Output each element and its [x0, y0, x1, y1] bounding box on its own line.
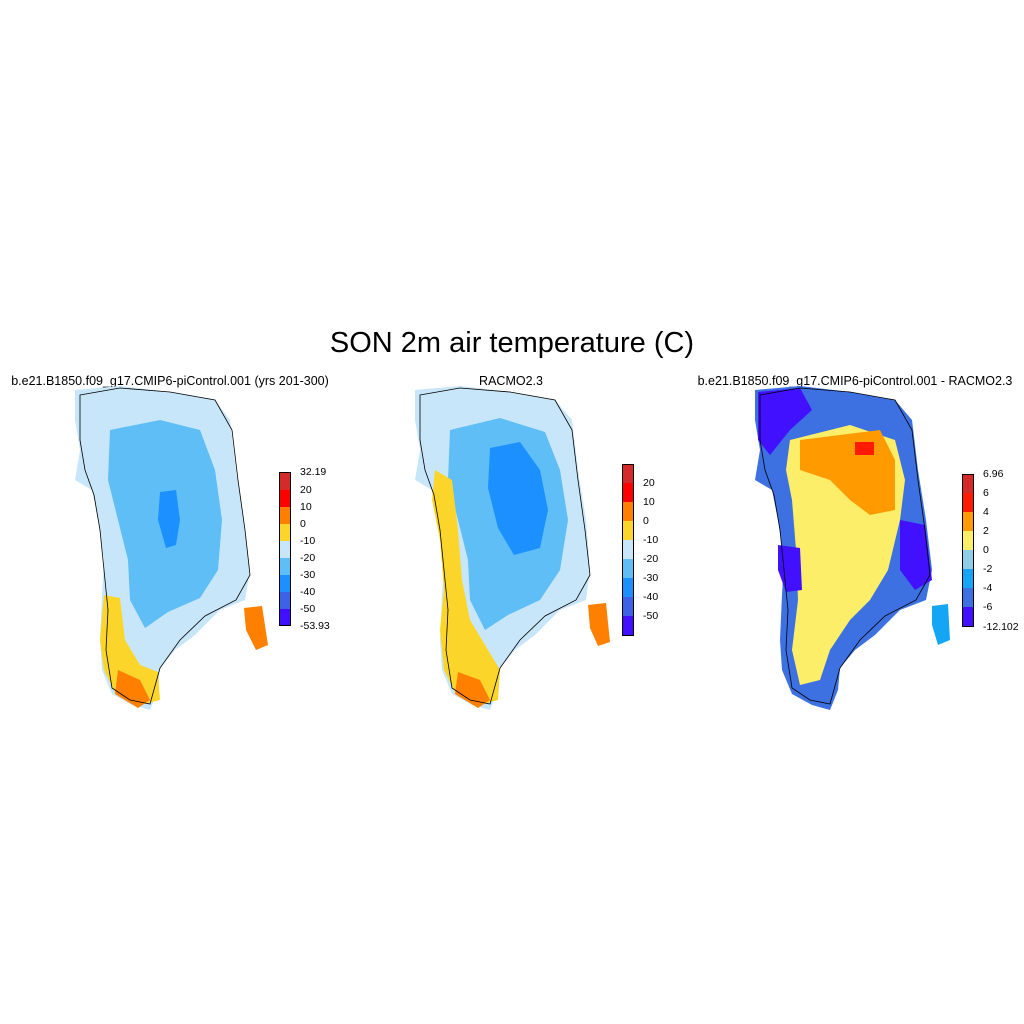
- east-island-panel-3: [932, 604, 950, 645]
- colorbar-3-bin-1: [962, 474, 973, 493]
- colorbar-3-label-5: 0: [983, 544, 989, 556]
- colorbar-1-bin-5: [279, 541, 290, 558]
- west-strong-negative-panel-3: [778, 545, 802, 592]
- colorbar-1-bin-2: [279, 490, 290, 507]
- colorbar-3-bin-4: [962, 531, 973, 550]
- colorbar-3-bin-7: [962, 588, 973, 607]
- colorbar-2-bin-5: [622, 540, 633, 559]
- colorbar-3-bin-2: [962, 493, 973, 512]
- colorbar-2-label-3: 0: [643, 515, 649, 527]
- colorbar-2-bin-2: [622, 483, 633, 502]
- summit-cold-core-panel-2: [488, 442, 548, 555]
- colorbar-3-label-7: -4: [983, 582, 993, 594]
- panel-3-title: b.e21.B1850.f09_g17.CMIP6-piControl.001 …: [697, 374, 1013, 388]
- summit-cold-core-panel-1: [158, 490, 180, 548]
- colorbar-3-label-8: -6: [983, 601, 993, 613]
- panel-2-map: [415, 386, 610, 710]
- colorbar-2-label-8: -50: [643, 610, 659, 622]
- colorbar-2-bin-8: [622, 597, 633, 616]
- south-tip-warm-panel-2: [455, 672, 490, 708]
- colorbar-2-label-6: -30: [643, 572, 659, 584]
- colorbar-1-bin-9: [279, 609, 290, 626]
- coastline-panel-1: [79, 387, 251, 705]
- colorbar-2-bin-6: [622, 559, 633, 578]
- south-coast-warm-panel-1: [100, 595, 160, 705]
- south-tip-warm-panel-1: [115, 670, 150, 708]
- colorbar-3-bin-5: [962, 550, 973, 569]
- colorbar-1-bin-4: [279, 524, 290, 541]
- colorbar-1-bin-8: [279, 592, 290, 609]
- colorbar-1-label-7: -30: [300, 569, 316, 581]
- colorbar-1-bin-3: [279, 507, 290, 524]
- colorbar-3-label-2: 6: [983, 487, 989, 499]
- colorbar-1-bin-7: [279, 575, 290, 592]
- coastline-panel-3: [759, 387, 931, 705]
- colorbar-1-label-2: 20: [300, 484, 312, 496]
- colorbar-3-label-4: 2: [983, 525, 989, 537]
- panel-1-title: b.e21.B1850.f09_g17.CMIP6-piControl.001 …: [11, 374, 329, 388]
- colorbar-2-label-5: -20: [643, 553, 659, 565]
- colorbar-3-label-1: 6.96: [983, 468, 1004, 480]
- colorbar-1-bin-1: [279, 472, 290, 490]
- colorbar-2-label-1: 20: [643, 477, 655, 489]
- figure-title: SON 2m air temperature (C): [329, 327, 695, 359]
- colorbar-2-bin-9: [622, 616, 633, 636]
- colorbar-1-label-5: -10: [300, 535, 316, 547]
- colorbar-2-bin-7: [622, 578, 633, 597]
- colorbar-2-bin-1: [622, 464, 633, 483]
- colorbar-1-frame: [279, 472, 291, 626]
- colorbar-2-bin-4: [622, 521, 633, 540]
- colorbar-1-bin-6: [279, 558, 290, 575]
- colorbar-3-label-6: -2: [983, 563, 993, 575]
- coastline-panel-2: [419, 387, 591, 705]
- colorbar-1-label-10: -53.93: [300, 620, 330, 632]
- colorbar-1-label-6: -20: [300, 552, 316, 564]
- panel-3-map: [755, 386, 950, 710]
- colorbar-2-label-4: -10: [643, 534, 659, 546]
- colorbar-1-label-4: 0: [300, 518, 306, 530]
- colorbar-2-label-7: -40: [643, 591, 659, 603]
- north-strong-negative-panel-3: [758, 388, 812, 455]
- colorbar-2-frame: [622, 464, 634, 636]
- panel-2-title: RACMO2.3: [479, 374, 543, 388]
- colorbar-3-bin-6: [962, 569, 973, 588]
- colorbar-3-label-3: 4: [983, 506, 989, 518]
- colorbar-2-bin-3: [622, 502, 633, 521]
- east-strong-negative-panel-3: [900, 520, 932, 590]
- colorbar-1-label-9: -50: [300, 603, 316, 615]
- colorbar-1-label-8: -40: [300, 586, 316, 598]
- east-coast-warm-panel-2: [588, 603, 610, 646]
- colorbar-2-label-2: 10: [643, 496, 655, 508]
- colorbar-3-bin-8: [962, 607, 973, 627]
- colorbar-3-bin-3: [962, 512, 973, 531]
- west-coast-warm-panel-2: [432, 470, 500, 705]
- east-coast-warm-panel-1: [244, 606, 268, 650]
- peak-warm-bias-panel-3: [855, 442, 874, 455]
- colorbar-1-label-1: 32.19: [300, 466, 327, 478]
- colorbar-1-label-3: 10: [300, 501, 312, 513]
- colorbar-3-label-9: -12.102: [983, 621, 1019, 633]
- panel-1-map: [75, 386, 268, 710]
- colorbar-3-frame: [962, 474, 974, 627]
